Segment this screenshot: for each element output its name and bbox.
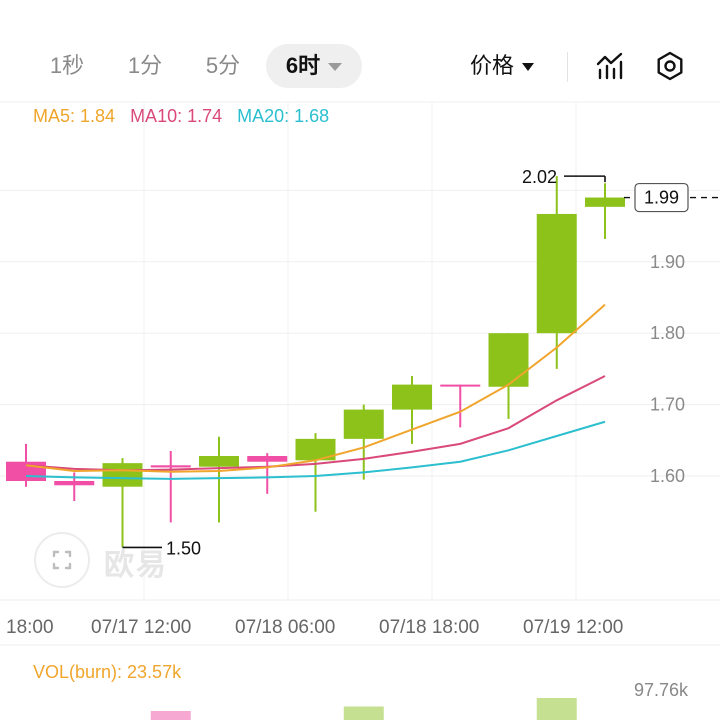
price-type-dropdown[interactable]: 价格	[470, 44, 535, 88]
timeframe-6h-label: 6时	[285, 53, 321, 78]
caret-down-icon	[522, 63, 535, 72]
ma20-line	[25, 420, 606, 480]
price-dropdown-label: 价格	[470, 53, 515, 78]
timeframe-1m-tab[interactable]: 1分	[127, 53, 163, 78]
timeframe-5m-tab[interactable]: 5分	[205, 53, 241, 78]
current-price-label: 1.99	[644, 188, 679, 208]
fullscreen-toggle-button[interactable]	[34, 532, 90, 588]
timeframe-1s-tab[interactable]: 1秒	[49, 53, 85, 78]
candle-body-up	[199, 456, 239, 467]
y-tick-label: 1.90	[650, 252, 685, 272]
volume-label: VOL(burn): 23.57k	[33, 662, 182, 682]
candle-body-up	[392, 384, 432, 410]
ma10-label: MA10: 1.74	[130, 106, 223, 126]
volume-bar	[343, 706, 384, 720]
ma20-label: MA20: 1.68	[237, 106, 330, 126]
x-tick-label: 07/18 06:00	[235, 617, 335, 638]
candle-body-up	[102, 463, 143, 487]
current-price-box	[634, 182, 689, 213]
candle-body-down	[150, 465, 191, 468]
x-tick-label: 07/19 12:00	[523, 617, 623, 638]
high-price-label: 2.02	[522, 167, 557, 187]
candle-body-up	[585, 197, 625, 207]
volume-bar	[150, 710, 191, 720]
y-tick-label: 1.60	[650, 466, 685, 486]
chevron-down-icon	[328, 63, 343, 72]
low-price-label: 1.50	[166, 538, 201, 558]
y-tick-label: 1.70	[650, 395, 685, 415]
x-tick-label: 18:00	[6, 617, 54, 638]
brand-watermark: 欧易	[104, 540, 168, 584]
toolbar-divider	[567, 52, 568, 82]
candle-body-down	[54, 480, 95, 486]
ma-legend: MA5: 1.84 MA10: 1.74 MA20: 1.68	[33, 106, 339, 127]
candle-body-up	[295, 438, 336, 461]
volume-max-label: 97.76k	[633, 680, 688, 700]
settings-gear-icon[interactable]	[654, 50, 686, 82]
y-tick-label: 1.80	[650, 323, 685, 343]
chart-toolbar: 1秒 1分 5分 6时 价格	[0, 40, 720, 92]
candle-body-down	[6, 461, 46, 481]
x-tick-label: 07/18 18:00	[379, 617, 479, 638]
candle-body-down	[440, 384, 481, 387]
volume-bar	[536, 698, 577, 720]
candle-body-up	[343, 409, 384, 439]
candle-body-down	[247, 456, 288, 462]
candle-body-up	[536, 213, 577, 334]
candle-body-up	[488, 333, 529, 387]
x-tick-label: 07/17 12:00	[91, 617, 191, 638]
indicator-chart-icon[interactable]	[594, 50, 626, 82]
timeframe-6h-tab[interactable]: 6时	[266, 44, 362, 88]
ma5-label: MA5: 1.84	[33, 106, 116, 126]
watermark-text: 欧易	[104, 549, 168, 582]
ma5-line	[25, 303, 606, 473]
expand-icon	[52, 550, 72, 570]
